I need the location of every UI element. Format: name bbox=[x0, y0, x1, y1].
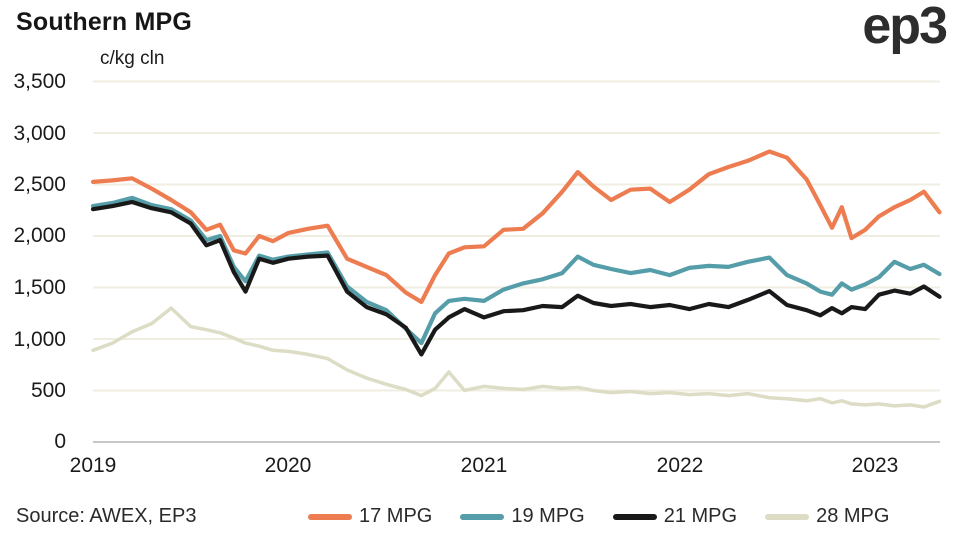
legend-swatch-17mpg bbox=[308, 513, 352, 520]
series-line-28-mpg bbox=[91, 306, 942, 409]
y-tick-label: 2,500 bbox=[13, 173, 66, 196]
x-tick-label: 2021 bbox=[460, 454, 508, 477]
series-line-17-mpg bbox=[90, 149, 942, 304]
legend-item-19mpg: 19 MPG bbox=[460, 505, 585, 528]
legend-label: 17 MPG bbox=[359, 505, 433, 527]
legend-item-28mpg: 28 MPG bbox=[765, 505, 889, 528]
legend-item-21mpg: 21 MPG bbox=[612, 505, 738, 528]
series-line-19-mpg bbox=[90, 195, 942, 346]
legend-label: 28 MPG bbox=[816, 505, 890, 527]
y-axis-unit-label: c/kg cln bbox=[100, 48, 165, 69]
ep3-logo: ep3 bbox=[862, 0, 948, 55]
legend-swatch-28mpg bbox=[765, 513, 810, 520]
legend-swatch-19mpg bbox=[460, 513, 505, 520]
page-title: Southern MPG bbox=[16, 8, 193, 36]
x-tick-label: 2020 bbox=[264, 454, 312, 477]
y-tick-label: 500 bbox=[30, 379, 66, 402]
x-tick-label: 2023 bbox=[851, 454, 899, 477]
series-line-21-mpg bbox=[90, 199, 942, 357]
legend-swatch-21mpg bbox=[612, 513, 657, 520]
legend-label: 21 MPG bbox=[663, 505, 738, 527]
source-attribution: Source: AWEX, EP3 bbox=[16, 505, 197, 527]
x-tick-label: 2019 bbox=[69, 454, 117, 477]
chart-legend: 17 MPG 19 MPG 21 MPG 28 MPG bbox=[308, 505, 889, 528]
x-tick-label: 2022 bbox=[656, 454, 704, 477]
y-tick-label: 3,500 bbox=[13, 70, 66, 93]
y-tick-label: 0 bbox=[54, 430, 66, 453]
legend-item-17mpg: 17 MPG bbox=[308, 505, 432, 528]
y-tick-label: 1,500 bbox=[13, 276, 66, 299]
y-tick-label: 2,000 bbox=[13, 224, 66, 247]
y-tick-label: 3,000 bbox=[13, 122, 66, 145]
y-tick-label: 1,000 bbox=[13, 328, 66, 351]
legend-label: 19 MPG bbox=[511, 505, 585, 527]
